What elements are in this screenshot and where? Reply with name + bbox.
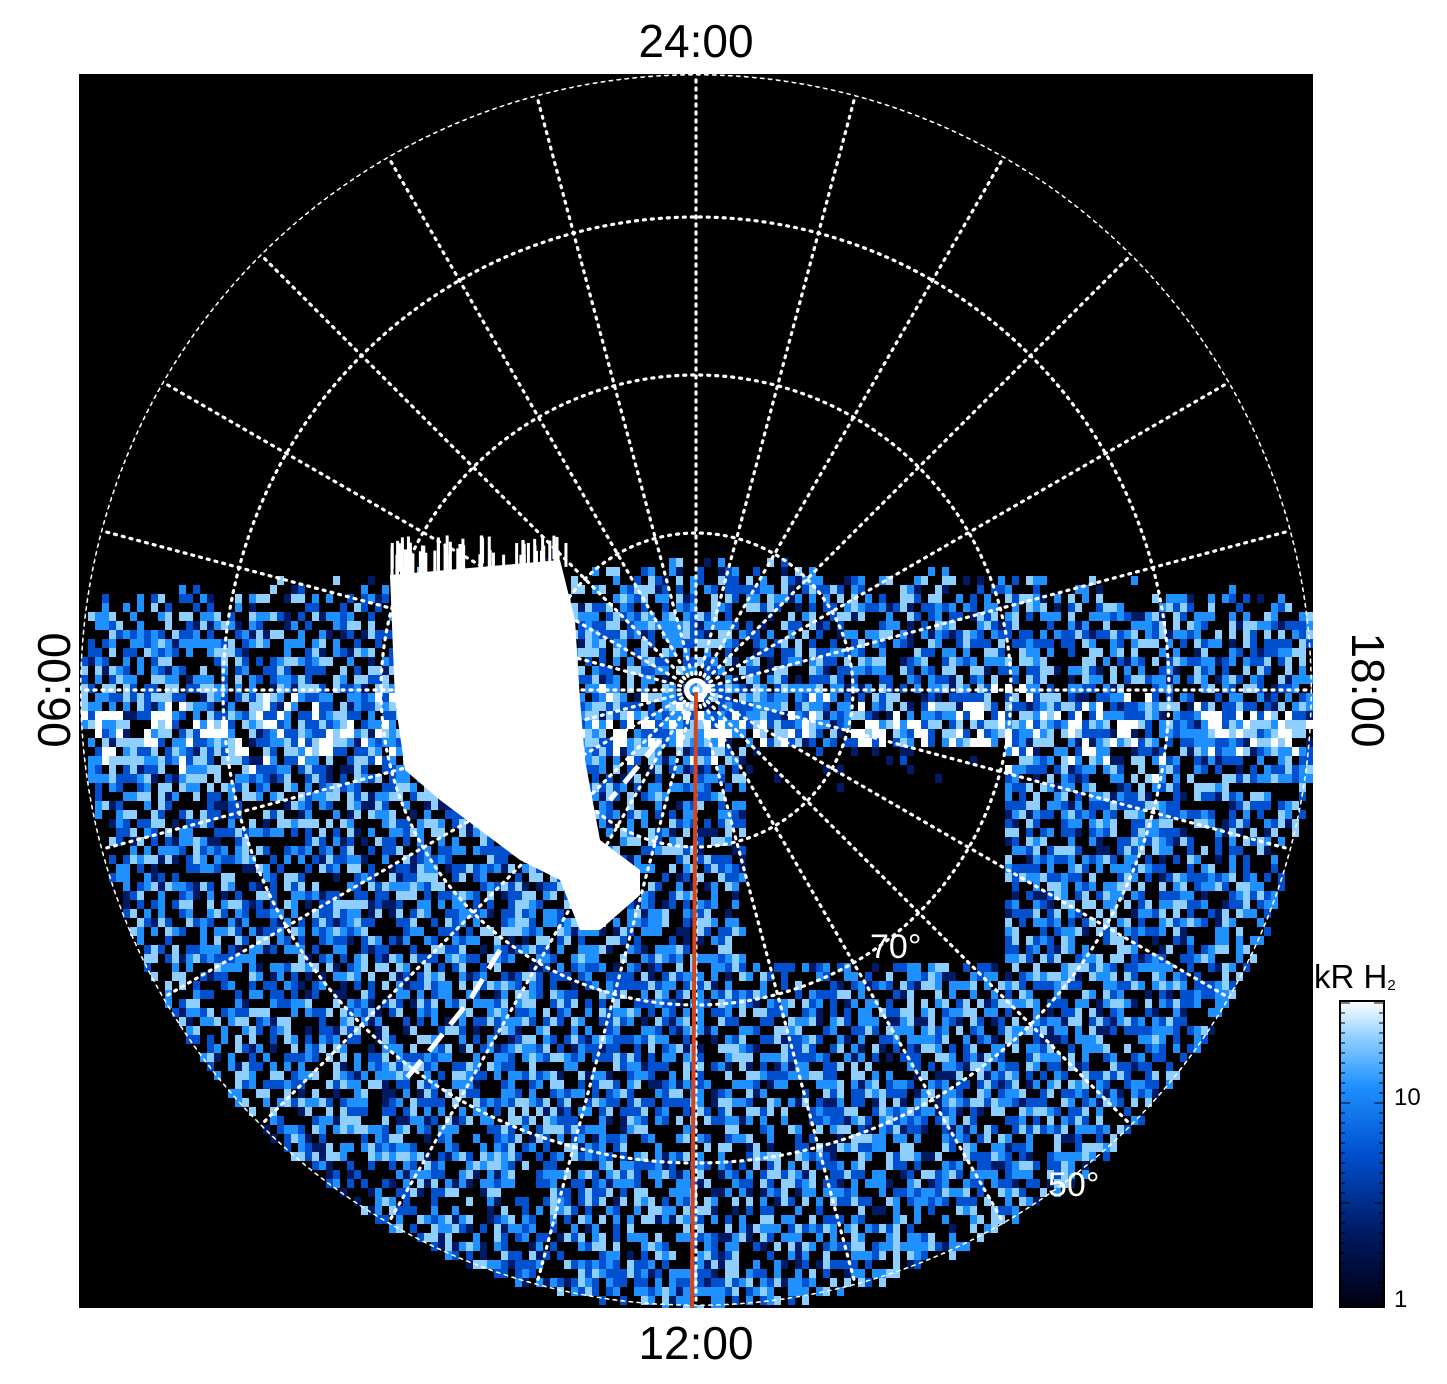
local-time-label-right: 18:00 bbox=[1342, 632, 1394, 748]
latitude-label-outer: 50° bbox=[1048, 1166, 1099, 1204]
colorbar-title-main: kR H bbox=[1314, 958, 1388, 995]
local-time-label-bottom: 12:00 bbox=[638, 1317, 754, 1369]
latitude-longitude-grid bbox=[80, 74, 1312, 1306]
meridian-17 bbox=[99, 688, 698, 852]
bright-patch-shape bbox=[390, 560, 640, 930]
meridian-11 bbox=[694, 688, 858, 1287]
meridian-1 bbox=[694, 93, 858, 692]
colorbar-title: kR H2 bbox=[1314, 958, 1396, 996]
meridian-5 bbox=[694, 528, 1293, 692]
meridian-9 bbox=[694, 688, 1134, 1128]
meridian-22 bbox=[386, 154, 698, 692]
meridian-13 bbox=[534, 688, 698, 1287]
colorbar-ticks bbox=[1340, 1002, 1384, 1304]
meridian-20 bbox=[160, 380, 698, 692]
local-time-label-top: 24:00 bbox=[638, 15, 754, 67]
colorbar bbox=[1339, 1000, 1385, 1308]
colorbar-tick-1: 1 bbox=[1394, 1286, 1408, 1313]
meridian-10 bbox=[694, 688, 1006, 1226]
meridian-4 bbox=[694, 380, 1232, 692]
meridian-8 bbox=[694, 688, 1232, 1000]
meridian-3 bbox=[694, 252, 1134, 692]
noon-meridian-line bbox=[690, 691, 698, 1309]
meridian-19 bbox=[99, 528, 698, 692]
colorbar-tick-10: 10 bbox=[1394, 1084, 1421, 1111]
bright-emission-patch bbox=[390, 535, 640, 930]
colorbar-title-sub: 2 bbox=[1387, 977, 1396, 994]
trajectory-segment bbox=[403, 738, 662, 1082]
local-time-label-left: 06:00 bbox=[28, 632, 80, 748]
meridian-23 bbox=[534, 93, 698, 692]
dashed-trajectory bbox=[403, 738, 662, 1082]
meridian-15 bbox=[258, 688, 698, 1128]
meridian-7 bbox=[694, 688, 1293, 852]
latitude-label-inner: 70° bbox=[870, 928, 921, 966]
meridian-21 bbox=[258, 252, 698, 692]
meridian-2 bbox=[694, 154, 1006, 692]
meridian-16 bbox=[160, 688, 698, 1000]
meridian-14 bbox=[386, 688, 698, 1226]
